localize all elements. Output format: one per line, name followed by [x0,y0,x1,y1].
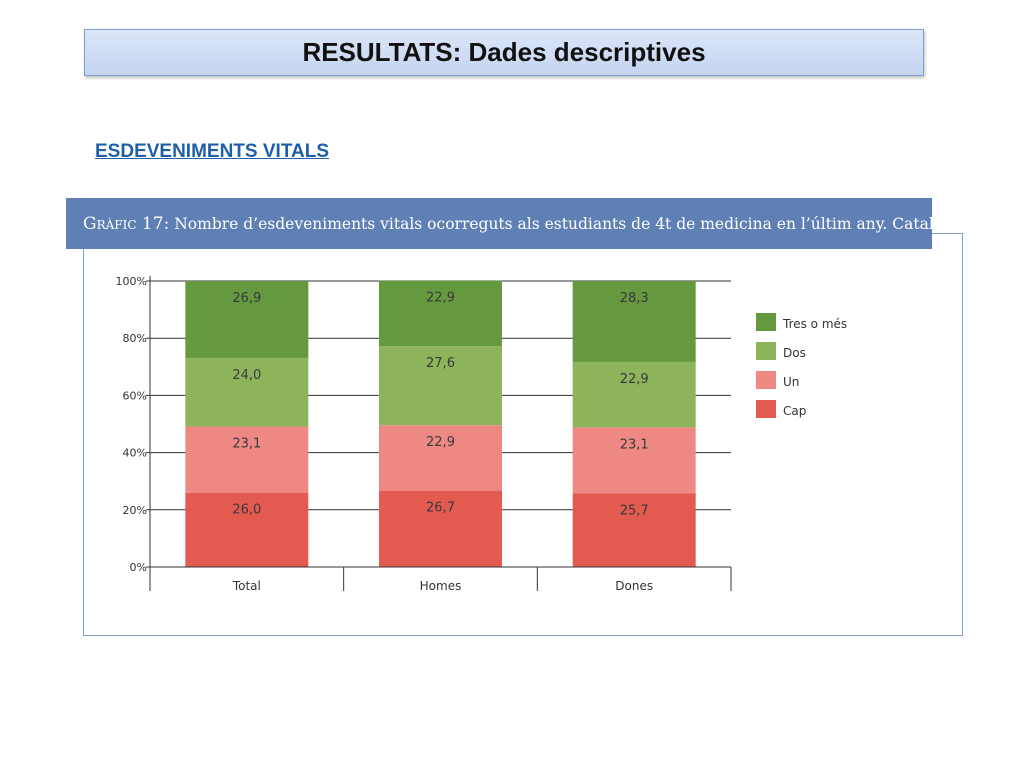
category-label: Total [232,579,261,593]
data-label: 27,6 [426,356,455,371]
data-label: 26,0 [232,503,261,518]
legend-swatch [756,342,776,360]
y-tick-label: 100% [116,275,147,288]
data-label: 26,9 [232,291,261,306]
category-label: Dones [615,579,653,593]
legend-swatch [756,371,776,389]
chart-caption-bar: Gràfic 17: Nombre d’esdeveniments vitals… [66,198,1016,249]
y-tick-label: 40% [123,447,147,460]
legend-label: Tres o més [782,317,847,331]
chart-caption-text: Nombre d’esdeveniments vitals ocorreguts… [174,214,1017,233]
y-tick-label: 0% [130,561,147,574]
data-label: 23,1 [232,437,261,452]
data-label: 26,7 [426,501,455,516]
data-label: 25,7 [620,503,649,518]
legend-swatch [756,313,776,331]
y-tick-label: 20% [123,504,147,517]
legend-label: Un [783,375,799,389]
bar-segment-tres-o-més [572,281,696,362]
bar-segment-cap [379,490,502,567]
data-label: 22,9 [426,435,455,450]
data-label: 23,1 [620,437,649,452]
data-label: 22,9 [426,291,455,306]
legend-swatch [756,400,776,418]
data-label: 28,3 [620,291,649,306]
legend-label: Dos [783,346,806,360]
bar-segment-tres-o-més [379,280,502,347]
slide-title-box: RESULTATS: Dades descriptives [84,29,924,76]
slide-title: RESULTATS: Dades descriptives [302,37,706,67]
bar-segment-dos [572,361,696,428]
y-tick-label: 80% [123,332,147,345]
bar-segment-dos [185,357,309,427]
data-label: 22,9 [620,372,649,387]
bar-segment-tres-o-més [185,281,309,358]
section-title: ESDEVENIMENTS VITALS [95,141,330,162]
bar-segment-cap [185,492,309,567]
bar-segment-un [572,427,696,494]
bar-segment-un [185,426,309,493]
chart-caption-label: Gràfic 17: [83,213,170,234]
legend-label: Cap [783,404,806,418]
category-label: Homes [420,579,462,593]
bar-segment-dos [379,346,502,426]
data-label: 24,0 [232,368,261,383]
bar-segment-cap [572,493,696,567]
bar-segment-un [379,425,502,491]
y-tick-label: 60% [123,389,147,402]
